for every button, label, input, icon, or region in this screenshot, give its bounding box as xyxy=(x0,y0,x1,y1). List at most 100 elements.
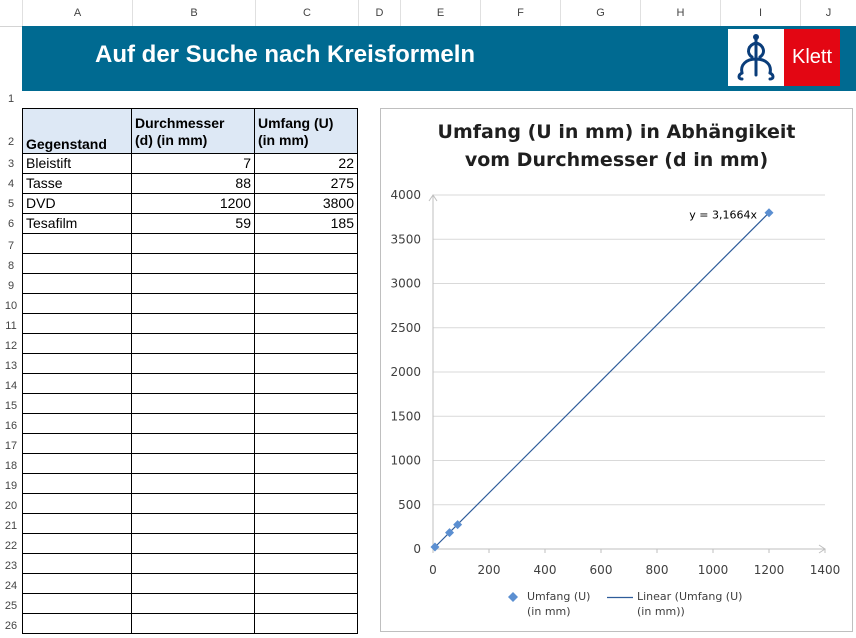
empty-cell[interactable] xyxy=(132,514,255,534)
column-header-i[interactable]: I xyxy=(720,0,800,26)
empty-cell[interactable] xyxy=(22,594,132,614)
row-header-22[interactable]: 22 xyxy=(4,540,18,552)
empty-cell[interactable] xyxy=(255,394,358,414)
empty-cell[interactable] xyxy=(132,354,255,374)
empty-cell[interactable] xyxy=(255,374,358,394)
empty-cell[interactable] xyxy=(132,434,255,454)
cell-d-tasse[interactable]: 88 xyxy=(132,174,255,194)
header-cell-gegenstand[interactable]: Gegenstand xyxy=(22,108,132,154)
empty-cell[interactable] xyxy=(132,554,255,574)
column-header-f[interactable]: F xyxy=(480,0,560,26)
row-header-19[interactable]: 19 xyxy=(4,480,18,492)
empty-cell[interactable] xyxy=(22,354,132,374)
row-header-6[interactable]: 6 xyxy=(7,218,15,230)
column-header-e[interactable]: E xyxy=(400,0,480,26)
empty-cell[interactable] xyxy=(132,234,255,254)
column-header-b[interactable]: B xyxy=(132,0,255,26)
empty-cell[interactable] xyxy=(255,434,358,454)
empty-cell[interactable] xyxy=(22,554,132,574)
empty-cell[interactable] xyxy=(132,414,255,434)
empty-cell[interactable] xyxy=(22,374,132,394)
empty-cell[interactable] xyxy=(22,234,132,254)
empty-cell[interactable] xyxy=(22,574,132,594)
empty-cell[interactable] xyxy=(255,254,358,274)
column-header-d[interactable]: D xyxy=(358,0,400,26)
row-header-21[interactable]: 21 xyxy=(4,520,18,532)
column-header-g[interactable]: G xyxy=(560,0,640,26)
cell-item-bleistift[interactable]: Bleistift xyxy=(22,154,132,174)
empty-cell[interactable] xyxy=(255,334,358,354)
empty-cell[interactable] xyxy=(132,274,255,294)
row-header-10[interactable]: 10 xyxy=(4,300,18,312)
row-header-26[interactable]: 26 xyxy=(4,620,18,632)
row-header-12[interactable]: 12 xyxy=(4,340,18,352)
cell-d-tesafilm[interactable]: 59 xyxy=(132,214,255,234)
empty-cell[interactable] xyxy=(22,294,132,314)
empty-cell[interactable] xyxy=(255,614,358,634)
cell-u-dvd[interactable]: 3800 xyxy=(255,194,358,214)
empty-cell[interactable] xyxy=(255,294,358,314)
empty-cell[interactable] xyxy=(132,334,255,354)
column-header-a[interactable]: A xyxy=(22,0,132,26)
empty-cell[interactable] xyxy=(255,574,358,594)
empty-cell[interactable] xyxy=(132,494,255,514)
empty-cell[interactable] xyxy=(132,294,255,314)
row-header-20[interactable]: 20 xyxy=(4,500,18,512)
row-header-25[interactable]: 25 xyxy=(4,600,18,612)
empty-cell[interactable] xyxy=(255,554,358,574)
empty-cell[interactable] xyxy=(22,414,132,434)
empty-cell[interactable] xyxy=(255,474,358,494)
cell-u-tasse[interactable]: 275 xyxy=(255,174,358,194)
row-header-13[interactable]: 13 xyxy=(4,360,18,372)
empty-cell[interactable] xyxy=(132,374,255,394)
empty-cell[interactable] xyxy=(255,534,358,554)
empty-cell[interactable] xyxy=(255,234,358,254)
row-header-3[interactable]: 3 xyxy=(7,158,15,170)
empty-cell[interactable] xyxy=(132,614,255,634)
empty-cell[interactable] xyxy=(22,614,132,634)
empty-cell[interactable] xyxy=(255,314,358,334)
cell-u-bleistift[interactable]: 22 xyxy=(255,154,358,174)
header-cell-umfang[interactable]: Umfang (U) (in mm) xyxy=(255,108,358,154)
empty-cell[interactable] xyxy=(22,334,132,354)
row-header-16[interactable]: 16 xyxy=(4,420,18,432)
row-header-2[interactable]: 2 xyxy=(7,136,15,148)
cell-item-dvd[interactable]: DVD xyxy=(22,194,132,214)
row-header-5[interactable]: 5 xyxy=(7,198,15,210)
row-header-18[interactable]: 18 xyxy=(4,460,18,472)
row-header-15[interactable]: 15 xyxy=(4,400,18,412)
cell-item-tesafilm[interactable]: Tesafilm xyxy=(22,214,132,234)
row-header-14[interactable]: 14 xyxy=(4,380,18,392)
row-header-9[interactable]: 9 xyxy=(7,280,15,292)
row-header-4[interactable]: 4 xyxy=(7,178,15,190)
row-header-11[interactable]: 11 xyxy=(5,320,17,332)
empty-cell[interactable] xyxy=(22,454,132,474)
empty-cell[interactable] xyxy=(22,314,132,334)
empty-cell[interactable] xyxy=(132,534,255,554)
empty-cell[interactable] xyxy=(22,254,132,274)
empty-cell[interactable] xyxy=(255,354,358,374)
empty-cell[interactable] xyxy=(255,454,358,474)
cell-d-dvd[interactable]: 1200 xyxy=(132,194,255,214)
empty-cell[interactable] xyxy=(132,314,255,334)
empty-cell[interactable] xyxy=(255,594,358,614)
empty-cell[interactable] xyxy=(22,534,132,554)
cell-d-bleistift[interactable]: 7 xyxy=(132,154,255,174)
row-header-7[interactable]: 7 xyxy=(7,240,15,252)
empty-cell[interactable] xyxy=(255,414,358,434)
row-header-24[interactable]: 24 xyxy=(4,580,18,592)
empty-cell[interactable] xyxy=(132,254,255,274)
empty-cell[interactable] xyxy=(22,494,132,514)
empty-cell[interactable] xyxy=(22,394,132,414)
column-header-h[interactable]: H xyxy=(640,0,720,26)
row-header-17[interactable]: 17 xyxy=(4,440,18,452)
empty-cell[interactable] xyxy=(255,274,358,294)
column-header-j[interactable]: J xyxy=(800,0,856,26)
cell-item-tasse[interactable]: Tasse xyxy=(22,174,132,194)
empty-cell[interactable] xyxy=(132,474,255,494)
chart-box[interactable]: Umfang (U in mm) in Abhängikeit vom Durc… xyxy=(380,108,853,632)
empty-cell[interactable] xyxy=(22,274,132,294)
empty-cell[interactable] xyxy=(22,434,132,454)
header-cell-durchmesser[interactable]: Durchmesser (d) (in mm) xyxy=(132,108,255,154)
empty-cell[interactable] xyxy=(132,454,255,474)
